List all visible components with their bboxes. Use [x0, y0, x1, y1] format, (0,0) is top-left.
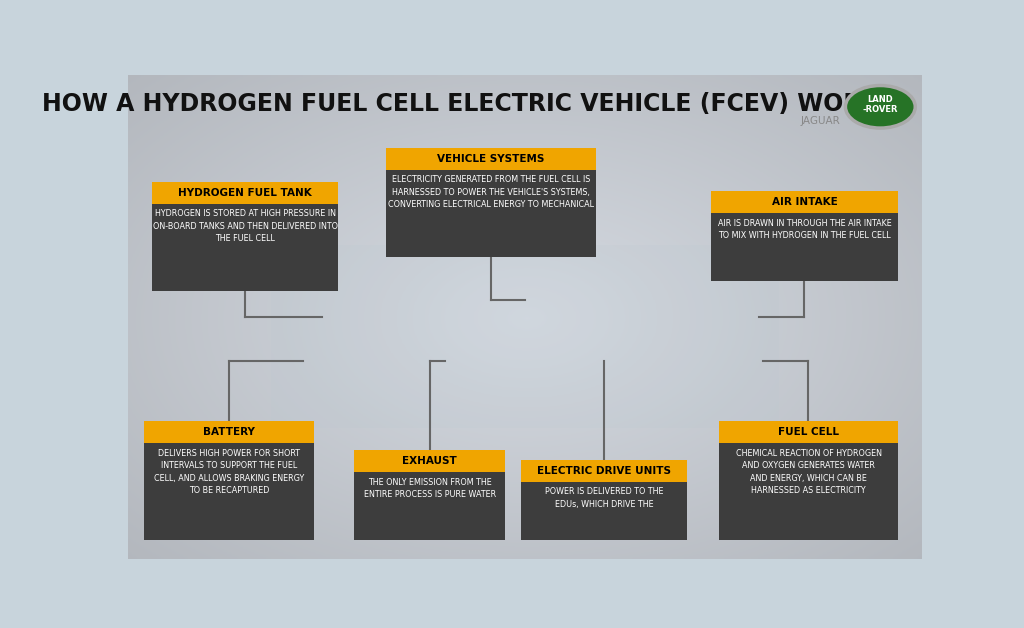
Bar	[270, 244, 779, 428]
Text: DELIVERS HIGH POWER FOR SHORT
INTERVALS TO SUPPORT THE FUEL
CELL, AND ALLOWS BRA: DELIVERS HIGH POWER FOR SHORT INTERVALS …	[154, 448, 304, 495]
Text: ELECTRICITY GENERATED FROM THE FUEL CELL IS
HARNESSED TO POWER THE VEHICLE'S SYS: ELECTRICITY GENERATED FROM THE FUEL CELL…	[388, 175, 594, 210]
FancyBboxPatch shape	[386, 148, 596, 257]
FancyBboxPatch shape	[143, 421, 314, 443]
Text: JAGUAR: JAGUAR	[800, 116, 840, 126]
FancyBboxPatch shape	[152, 181, 338, 291]
Text: BATTERY: BATTERY	[203, 427, 255, 437]
Text: LAND
-ROVER: LAND -ROVER	[862, 95, 898, 114]
Text: AIR IS DRAWN IN THROUGH THE AIR INTAKE
TO MIX WITH HYDROGEN IN THE FUEL CELL: AIR IS DRAWN IN THROUGH THE AIR INTAKE T…	[718, 219, 892, 241]
Text: THE ONLY EMISSION FROM THE
ENTIRE PROCESS IS PURE WATER: THE ONLY EMISSION FROM THE ENTIRE PROCES…	[364, 478, 496, 499]
Ellipse shape	[846, 85, 915, 128]
Text: EXHAUST: EXHAUST	[402, 456, 457, 466]
FancyBboxPatch shape	[719, 421, 898, 539]
Text: AIR INTAKE: AIR INTAKE	[772, 197, 838, 207]
Text: POWER IS DELIVERED TO THE
EDUs, WHICH DRIVE THE: POWER IS DELIVERED TO THE EDUs, WHICH DR…	[545, 487, 664, 509]
Text: HYDROGEN FUEL TANK: HYDROGEN FUEL TANK	[178, 188, 312, 198]
Text: VEHICLE SYSTEMS: VEHICLE SYSTEMS	[437, 154, 545, 164]
Text: FUEL CELL: FUEL CELL	[778, 427, 839, 437]
FancyBboxPatch shape	[354, 450, 505, 539]
FancyBboxPatch shape	[521, 460, 687, 482]
FancyBboxPatch shape	[712, 192, 898, 281]
Text: HYDROGEN IS STORED AT HIGH PRESSURE IN
ON-BOARD TANKS AND THEN DELIVERED INTO
TH: HYDROGEN IS STORED AT HIGH PRESSURE IN O…	[153, 209, 338, 243]
FancyBboxPatch shape	[521, 460, 687, 539]
FancyBboxPatch shape	[719, 421, 898, 443]
FancyBboxPatch shape	[386, 148, 596, 170]
FancyBboxPatch shape	[143, 421, 314, 539]
FancyBboxPatch shape	[354, 450, 505, 472]
FancyBboxPatch shape	[712, 192, 898, 213]
Text: CHEMICAL REACTION OF HYDROGEN
AND OXYGEN GENERATES WATER
AND ENERGY, WHICH CAN B: CHEMICAL REACTION OF HYDROGEN AND OXYGEN…	[735, 448, 882, 495]
FancyBboxPatch shape	[152, 181, 338, 203]
Text: ELECTRIC DRIVE UNITS: ELECTRIC DRIVE UNITS	[538, 466, 671, 475]
Text: HOW A HYDROGEN FUEL CELL ELECTRIC VEHICLE (FCEV) WORKS: HOW A HYDROGEN FUEL CELL ELECTRIC VEHICL…	[42, 92, 897, 116]
